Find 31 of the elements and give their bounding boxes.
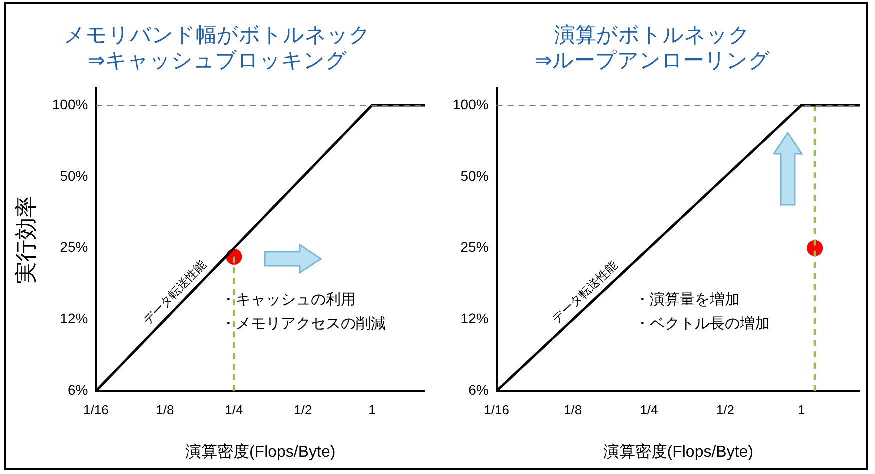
x-tick-label: 1/4 [225, 402, 244, 418]
x-tick-label: 1/8 [156, 402, 174, 418]
y-tick-label: 12% [60, 310, 88, 327]
y-tick-label: 12% [460, 310, 489, 327]
x-tick-label: 1/4 [640, 402, 658, 418]
x-tick-label: 1 [368, 402, 376, 418]
x-tick-label: 1/8 [564, 402, 582, 418]
y-tick-label: 50% [460, 168, 489, 184]
y-tick-label: 100% [52, 96, 88, 112]
y-tick-label: 6% [468, 382, 489, 398]
x-tick-label: 1/16 [484, 402, 510, 418]
y-tick-label: 100% [452, 96, 489, 112]
y-tick-label: 25% [460, 239, 489, 256]
annotation: データ転送性能 [140, 258, 210, 328]
x-tick-label: 1 [798, 402, 806, 418]
chart-title: メモリバンド幅がボトルネック ⇒キャッシュブロッキング [64, 23, 371, 72]
annotation: ・ベクトル長の増加 [634, 314, 770, 332]
chart-title: 演算がボトルネック ⇒ループアンローリング [534, 23, 770, 72]
x-axis-title: 演算密度(Flops/Byte) [185, 442, 336, 461]
y-tick-label: 50% [60, 168, 88, 184]
x-tick-label: 1/2 [294, 402, 312, 418]
y-tick-label: 6% [68, 382, 88, 398]
y-axis-title: 実行効率 [13, 196, 38, 284]
annotation: ・メモリアクセスの削減 [221, 314, 386, 332]
annotation: ・演算量を増加 [634, 290, 740, 308]
annotation: データ転送性能 [550, 258, 620, 326]
annotation: ・キャッシュの利用 [221, 290, 356, 308]
x-tick-label: 1/16 [84, 402, 109, 418]
x-axis-title: 演算密度(Flops/Byte) [603, 442, 754, 461]
y-tick-label: 25% [60, 239, 88, 256]
x-tick-label: 1/2 [716, 402, 734, 418]
